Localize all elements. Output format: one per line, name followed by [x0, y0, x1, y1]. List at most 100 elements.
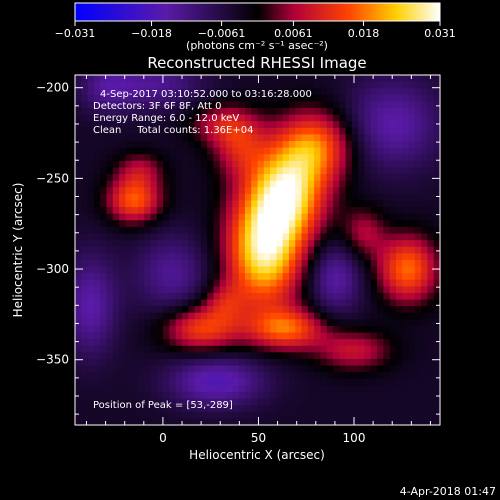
heatmap-cell: [364, 405, 372, 413]
heatmap-cell: [163, 127, 170, 136]
heatmap-cell: [226, 147, 233, 155]
heatmap-cell: [276, 213, 284, 221]
heatmap-cell: [389, 259, 397, 268]
heatmap-cell: [181, 279, 189, 287]
heatmap-cell: [119, 273, 126, 281]
heatmap-cell: [389, 127, 397, 136]
heatmap-cell: [288, 259, 296, 268]
heatmap-cell: [106, 154, 114, 162]
heatmap-cell: [156, 312, 164, 320]
heatmap-cell: [263, 81, 271, 89]
heatmap-cell: [270, 418, 277, 426]
heatmap-cell: [87, 240, 95, 248]
heatmap-cell: [402, 108, 410, 116]
heatmap-cell: [93, 114, 101, 122]
heatmap-cell: [232, 292, 240, 301]
heatmap-cell: [194, 180, 202, 188]
heatmap-cell: [288, 114, 296, 122]
heatmap-cell: [339, 160, 347, 169]
heatmap-cell: [106, 279, 114, 287]
heatmap-cell: [131, 147, 139, 155]
heatmap-cell: [106, 365, 114, 373]
heatmap-cell: [219, 286, 227, 294]
heatmap-cell: [169, 312, 177, 320]
heatmap-cell: [175, 88, 183, 96]
heatmap-cell: [156, 220, 164, 228]
heatmap-cell: [163, 292, 170, 301]
heatmap-cell: [414, 365, 422, 373]
heatmap-cell: [389, 358, 397, 367]
heatmap-cell: [119, 372, 126, 380]
heatmap-cell: [276, 391, 284, 400]
heatmap-cell: [194, 108, 202, 116]
heatmap-cell: [295, 147, 303, 155]
heatmap-cell: [295, 398, 303, 406]
heatmap-cell: [200, 266, 208, 274]
heatmap-cell: [383, 378, 391, 386]
heatmap-cell: [433, 114, 441, 122]
heatmap-cell: [112, 378, 120, 386]
heatmap-cell: [238, 332, 246, 340]
heatmap-cell: [238, 358, 246, 367]
heatmap-cell: [219, 134, 227, 142]
heatmap-cell: [320, 332, 328, 340]
heatmap-cell: [251, 154, 259, 162]
heatmap-cell: [314, 121, 322, 129]
heatmap-cell: [370, 147, 378, 155]
heatmap-cell: [370, 233, 378, 241]
heatmap-cell: [301, 279, 309, 287]
heatmap-cell: [314, 292, 322, 301]
heatmap-cells: [75, 75, 441, 426]
heatmap-cell: [402, 220, 410, 228]
heatmap-cell: [314, 306, 322, 314]
heatmap-cell: [364, 418, 372, 426]
heatmap-cell: [383, 127, 391, 136]
heatmap-cell: [414, 372, 422, 380]
heatmap-cell: [181, 81, 189, 89]
heatmap-cell: [320, 292, 328, 301]
heatmap-cell: [377, 339, 384, 347]
x-axis-label: Heliocentric X (arcsec): [189, 448, 325, 462]
heatmap-cell: [93, 259, 101, 268]
heatmap-cell: [200, 253, 208, 261]
heatmap-cell: [181, 391, 189, 400]
heatmap-cell: [339, 233, 347, 241]
heatmap-cell: [226, 372, 233, 380]
heatmap-cell: [339, 345, 347, 353]
heatmap-cell: [163, 160, 170, 169]
heatmap-cell: [326, 292, 334, 301]
heatmap-cell: [144, 352, 152, 360]
heatmap-cell: [219, 299, 227, 307]
heatmap-cell: [100, 240, 108, 248]
heatmap-cell: [263, 325, 271, 334]
heatmap-cell: [238, 240, 246, 248]
heatmap-cell: [175, 411, 183, 419]
heatmap-cell: [93, 253, 101, 261]
heatmap-cell: [232, 88, 240, 96]
heatmap-cell: [100, 286, 108, 294]
heatmap-cell: [370, 365, 378, 373]
heatmap-cell: [326, 365, 334, 373]
heatmap-cell: [395, 279, 403, 287]
heatmap-cell: [383, 299, 391, 307]
heatmap-cell: [137, 193, 145, 202]
heatmap-cell: [370, 154, 378, 162]
heatmap-cell: [87, 358, 95, 367]
heatmap-cell: [395, 114, 403, 122]
heatmap-cell: [150, 332, 158, 340]
heatmap-cell: [408, 405, 416, 413]
heatmap-cell: [288, 365, 296, 373]
heatmap-cell: [244, 147, 252, 155]
heatmap-cell: [389, 180, 397, 188]
heatmap-cell: [244, 385, 252, 393]
heatmap-cell: [282, 220, 290, 228]
heatmap-cell: [87, 180, 95, 188]
heatmap-cell: [169, 193, 177, 202]
heatmap-cell: [144, 273, 152, 281]
heatmap-cell: [408, 94, 416, 103]
heatmap-cell: [427, 273, 435, 281]
heatmap-cell: [377, 226, 384, 235]
heatmap-cell: [270, 391, 277, 400]
heatmap-cell: [106, 286, 114, 294]
heatmap-cell: [351, 213, 359, 221]
